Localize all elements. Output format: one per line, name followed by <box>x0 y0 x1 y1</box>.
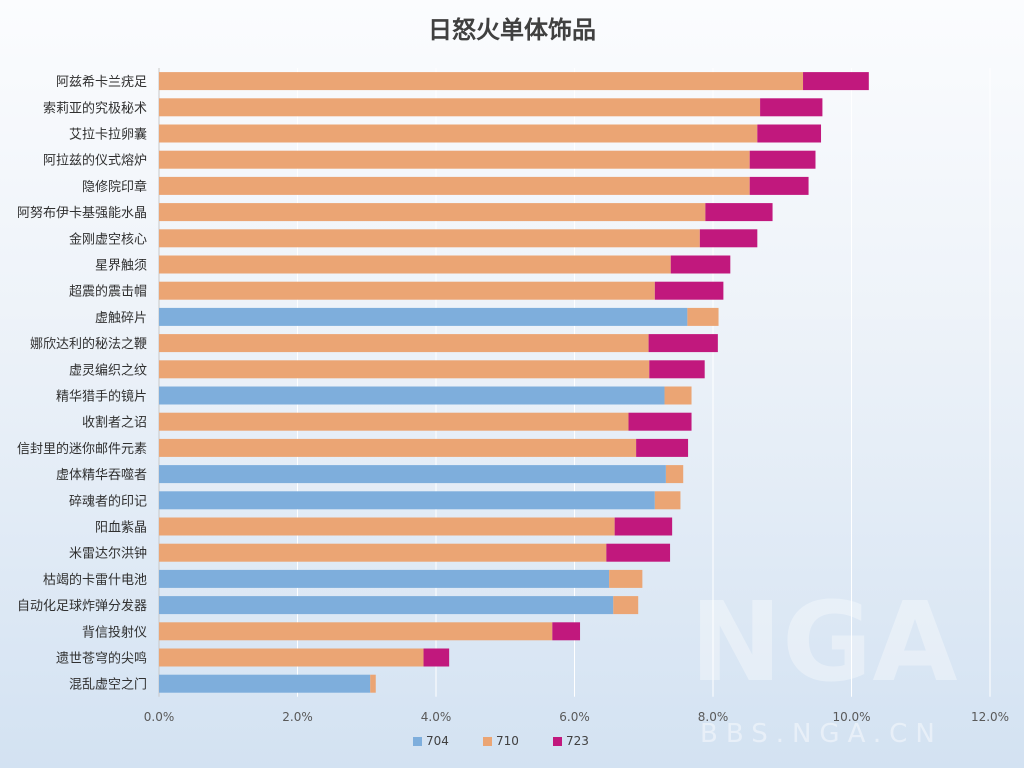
x-axis-ticks: 0.0% 2.0% 4.0% 6.0% 8.0% 10.0% 12.0% <box>144 710 1009 724</box>
bar-segment-710[interactable] <box>159 543 607 562</box>
category-label: 虚体精华吞噬者 <box>56 468 147 483</box>
category-label: 索莉亚的究极秘术 <box>43 100 147 116</box>
bar-segment-710[interactable] <box>159 281 655 300</box>
legend-swatch <box>483 737 492 746</box>
legend[interactable]: 704 710 723 <box>413 734 589 748</box>
x-tick-label: 10.0% <box>832 710 870 724</box>
bar-segment-723[interactable] <box>649 360 705 379</box>
bar-segment-723[interactable] <box>648 334 718 353</box>
category-label: 精华猎手的镜片 <box>56 389 147 405</box>
grid <box>158 68 991 697</box>
category-label: 混乱虚空之门 <box>69 678 147 693</box>
category-label: 虚触碎片 <box>95 311 147 326</box>
bar-segment-710[interactable] <box>654 491 681 510</box>
bar-segment-710[interactable] <box>687 307 719 326</box>
bar-segment-723[interactable] <box>606 543 671 562</box>
bar-segment-723[interactable] <box>552 622 581 641</box>
category-label: 背信投射仪 <box>82 624 147 640</box>
bar-segment-710[interactable] <box>159 412 629 431</box>
legend-label: 704 <box>426 734 449 748</box>
category-label: 信封里的迷你邮件元素 <box>17 441 147 457</box>
bar-segment-710[interactable] <box>159 255 671 274</box>
category-label: 金刚虚空核心 <box>69 231 147 247</box>
bar-segment-723[interactable] <box>614 517 673 536</box>
bar-segment-704[interactable] <box>159 386 665 405</box>
x-tick-label: 8.0% <box>698 710 729 724</box>
bar-segment-723[interactable] <box>423 648 450 667</box>
legend-label: 710 <box>496 734 519 748</box>
category-label: 超震的震击帽 <box>69 284 147 300</box>
bar-segment-704[interactable] <box>159 596 614 615</box>
category-label: 收割者之诏 <box>82 415 147 431</box>
category-label: 米雷达尔洪钟 <box>69 546 147 562</box>
bar-segment-723[interactable] <box>803 72 869 91</box>
bar-segment-723[interactable] <box>757 124 822 143</box>
category-label: 艾拉卡拉卵囊 <box>69 127 147 143</box>
bar-segment-710[interactable] <box>159 124 758 143</box>
bar-segment-710[interactable] <box>159 203 706 222</box>
x-tick-label: 12.0% <box>971 710 1009 724</box>
bar-segment-710[interactable] <box>159 334 649 353</box>
bar-segment-710[interactable] <box>159 622 553 641</box>
bar-segment-723[interactable] <box>628 412 692 431</box>
bar-segment-710[interactable] <box>613 596 639 615</box>
category-label: 阳血紫晶 <box>95 521 147 536</box>
bar-segment-723[interactable] <box>749 150 816 169</box>
category-label: 碎魂者的印记 <box>69 493 147 509</box>
category-labels: 阿兹希卡兰疣足索莉亚的究极秘术艾拉卡拉卵囊阿拉兹的仪式熔炉隐修院印章阿努布伊卡基… <box>17 75 147 693</box>
category-label: 星界触须 <box>95 259 147 274</box>
bar-segment-710[interactable] <box>159 360 650 379</box>
category-label: 阿努布伊卡基强能水晶 <box>17 206 147 221</box>
bar-segment-710[interactable] <box>159 176 750 195</box>
bar-segment-710[interactable] <box>159 648 424 667</box>
x-tick-label: 6.0% <box>559 710 590 724</box>
legend-swatch <box>553 737 562 746</box>
category-label: 娜欣达利的秘法之鞭 <box>30 336 147 352</box>
bar-segment-704[interactable] <box>159 465 666 484</box>
x-tick-label: 4.0% <box>421 710 452 724</box>
bar-segment-710[interactable] <box>370 674 376 693</box>
category-label: 枯竭的卡雷什电池 <box>43 572 147 588</box>
bar-segment-710[interactable] <box>665 465 684 484</box>
bar-segment-723[interactable] <box>654 281 724 300</box>
legend-label: 723 <box>566 734 589 748</box>
bar-segment-723[interactable] <box>749 176 809 195</box>
x-tick-label: 0.0% <box>144 710 175 724</box>
legend-swatch <box>413 737 422 746</box>
bar-segment-710[interactable] <box>159 150 750 169</box>
bar-segment-710[interactable] <box>159 438 637 457</box>
bar-segment-710[interactable] <box>159 229 700 248</box>
bar-segment-710[interactable] <box>609 569 643 588</box>
bar-segment-710[interactable] <box>159 98 761 117</box>
bar-segment-704[interactable] <box>159 491 655 510</box>
x-tick-label: 2.0% <box>282 710 313 724</box>
bar-segment-723[interactable] <box>636 438 689 457</box>
category-label: 自动化足球炸弹分发器 <box>17 598 147 614</box>
watermark-url: BBS.NGA.CN <box>700 719 943 749</box>
bar-segment-704[interactable] <box>159 569 610 588</box>
chart-title: 日怒火单体饰品 <box>428 16 596 44</box>
bar-segment-710[interactable] <box>159 72 804 91</box>
watermark-logo: NGA <box>690 578 957 706</box>
bar-segment-710[interactable] <box>159 517 615 536</box>
bar-segment-710[interactable] <box>664 386 692 405</box>
bar-segment-723[interactable] <box>699 229 758 248</box>
bar-segment-723[interactable] <box>705 203 773 222</box>
bars <box>159 72 869 693</box>
bar-segment-704[interactable] <box>159 307 688 326</box>
bar-segment-723[interactable] <box>760 98 823 117</box>
category-label: 阿拉兹的仪式熔炉 <box>43 153 147 169</box>
category-label: 隐修院印章 <box>82 179 147 195</box>
category-label: 虚灵编织之纹 <box>69 363 147 378</box>
category-label: 阿兹希卡兰疣足 <box>56 75 147 90</box>
watermark: NGA BBS.NGA.CN <box>690 578 957 749</box>
category-label: 遗世苍穹的尖鸣 <box>56 651 147 667</box>
bar-segment-704[interactable] <box>159 674 371 693</box>
bar-segment-723[interactable] <box>670 255 731 274</box>
